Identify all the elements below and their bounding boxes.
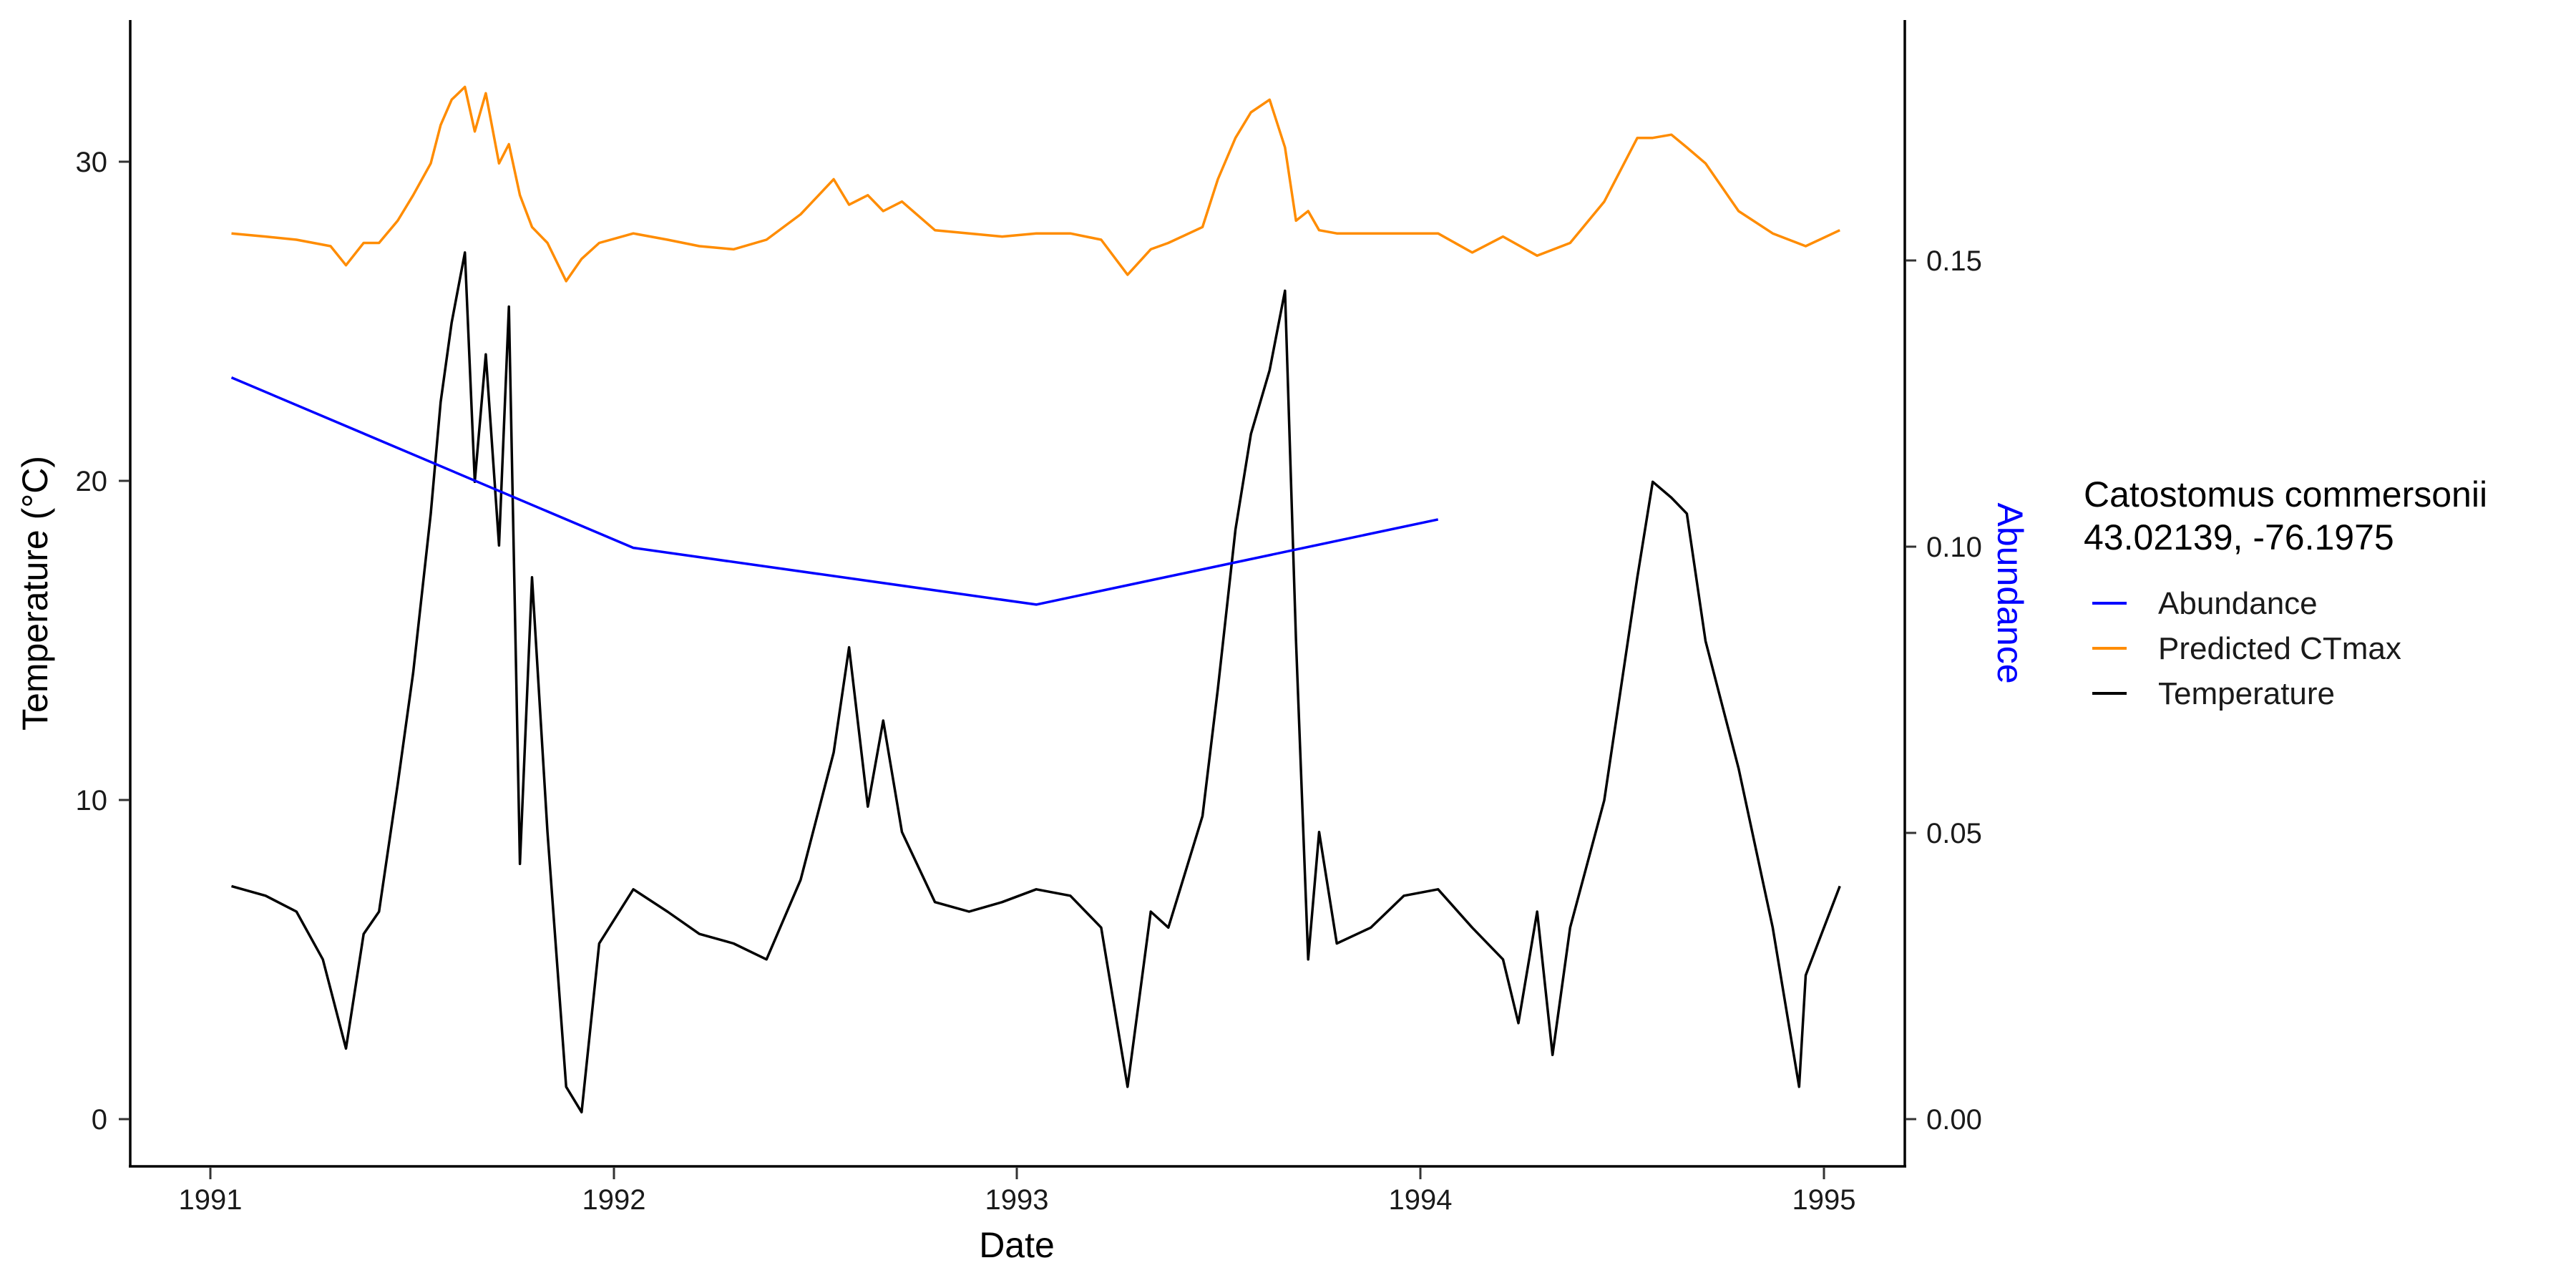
series-line-temperature xyxy=(231,251,1841,1114)
x-tick-label-1995: 1995 xyxy=(1792,1184,1856,1216)
y-axis-title-right: Abundance xyxy=(1990,502,2030,683)
legend-label-predicted-ctmax: Predicted CTmax xyxy=(2158,631,2401,666)
series-line-predicted-ctmax xyxy=(231,85,1840,283)
x-tick-label-1994: 1994 xyxy=(1389,1184,1453,1216)
x-tick-label-1991: 1991 xyxy=(179,1184,243,1216)
x-tick-label-1993: 1993 xyxy=(985,1184,1049,1216)
y-left-ticks: 0 10 20 30 xyxy=(76,147,130,1136)
x-ticks: 1991 1992 1993 1994 1995 xyxy=(179,1168,1856,1216)
y-left-tick-label-30: 30 xyxy=(76,147,108,178)
legend-label-temperature: Temperature xyxy=(2158,676,2335,711)
y-left-tick-label-10: 10 xyxy=(76,785,108,816)
y-right-tick-label-0.00: 0.00 xyxy=(1926,1104,1982,1136)
legend-label-abundance: Abundance xyxy=(2158,586,2318,621)
y-right-tick-label-0.10: 0.10 xyxy=(1926,532,1982,563)
y-axis-title-left: Temperature (°C) xyxy=(15,456,55,731)
y-left-tick-label-20: 20 xyxy=(76,466,108,497)
x-axis-title: Date xyxy=(979,1225,1055,1265)
series-line-abundance xyxy=(230,376,1439,606)
x-tick-label-1992: 1992 xyxy=(582,1184,646,1216)
legend-title-coordinates: 43.02139, -76.1975 xyxy=(2084,517,2394,557)
y-right-ticks: 0.00 0.05 0.10 0.15 xyxy=(1906,245,1982,1136)
y-right-tick-label-0.05: 0.05 xyxy=(1926,818,1982,849)
legend: Catostomus commersonii 43.02139, -76.197… xyxy=(2084,474,2487,711)
y-right-tick-label-0.15: 0.15 xyxy=(1926,245,1982,277)
y-left-tick-label-0: 0 xyxy=(92,1104,107,1136)
legend-title-species: Catostomus commersonii xyxy=(2084,474,2487,514)
